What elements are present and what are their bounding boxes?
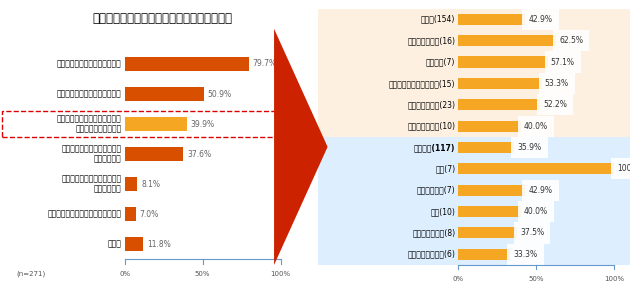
- Text: 52.2%: 52.2%: [543, 100, 567, 109]
- Text: 事業関連サービス(6): 事業関連サービス(6): [408, 250, 455, 259]
- Bar: [125, 57, 249, 71]
- Text: 100%: 100%: [617, 164, 630, 173]
- Text: 79.7%: 79.7%: [253, 60, 277, 69]
- Text: 37.6%: 37.6%: [187, 149, 211, 159]
- Bar: [125, 117, 187, 131]
- Bar: [459, 227, 517, 238]
- Text: 100%: 100%: [271, 271, 290, 277]
- Bar: [459, 78, 542, 89]
- Text: バイ・アメリカン政策の強化
が見込まれる: バイ・アメリカン政策の強化 が見込まれる: [62, 175, 122, 194]
- Text: 鉱業(7): 鉱業(7): [435, 164, 455, 173]
- Bar: [459, 99, 540, 110]
- Text: 57.1%: 57.1%: [551, 58, 575, 67]
- Text: 42.9%: 42.9%: [529, 15, 553, 24]
- Text: 50%: 50%: [529, 276, 544, 283]
- Text: ゴム、プラスチック製品(15): ゴム、プラスチック製品(15): [389, 79, 455, 88]
- Bar: [125, 177, 137, 191]
- Bar: [459, 206, 521, 217]
- Text: 40.0%: 40.0%: [524, 207, 548, 216]
- Text: 100%: 100%: [604, 276, 624, 283]
- Text: 40.0%: 40.0%: [524, 122, 548, 131]
- Bar: [459, 142, 515, 153]
- Text: 食料・飲料品等(10): 食料・飲料品等(10): [408, 122, 455, 131]
- Text: 運輸・倉庫業等(8): 運輸・倉庫業等(8): [412, 228, 455, 237]
- Polygon shape: [274, 29, 328, 265]
- Text: 製造業(154): 製造業(154): [421, 15, 455, 24]
- Text: (n=271): (n=271): [16, 271, 46, 277]
- Text: 非製造業(117): 非製造業(117): [414, 143, 455, 152]
- Text: 労働法制強化によるコスト増
が見込まれる: 労働法制強化によるコスト増 が見込まれる: [62, 144, 122, 164]
- Text: 医療保険費負担増が見込まれる: 医療保険費負担増が見込まれる: [57, 90, 122, 98]
- Text: 7.0%: 7.0%: [139, 210, 159, 219]
- Text: 0%: 0%: [453, 276, 464, 283]
- Bar: [318, 137, 630, 265]
- Bar: [125, 207, 135, 221]
- Bar: [459, 163, 614, 175]
- Text: 35.9%: 35.9%: [518, 143, 542, 152]
- Bar: [1, 111, 311, 137]
- Text: 62.5%: 62.5%: [559, 36, 583, 45]
- Text: 環境・エネルギー規制の強化で
コスト増が見込まれる: 環境・エネルギー規制の強化で コスト増が見込まれる: [57, 114, 122, 134]
- Text: 11.8%: 11.8%: [147, 240, 171, 249]
- Text: 37.5%: 37.5%: [520, 228, 544, 237]
- Bar: [459, 185, 525, 196]
- Text: 化学、医薬品等(23): 化学、医薬品等(23): [408, 100, 455, 109]
- Text: 鉄鋼、非鉄金属(16): 鉄鋼、非鉄金属(16): [408, 36, 455, 45]
- Text: 50.9%: 50.9%: [208, 90, 232, 98]
- Text: 53.3%: 53.3%: [545, 79, 569, 88]
- Text: 工事、建設業(7): 工事、建設業(7): [416, 186, 455, 195]
- Bar: [125, 87, 204, 101]
- Bar: [459, 35, 556, 46]
- Text: その他: その他: [108, 240, 122, 249]
- Bar: [459, 14, 525, 25]
- Text: 保護主義的な通商政策が見込まれる: 保護主義的な通商政策が見込まれる: [48, 210, 122, 219]
- Text: 39.9%: 39.9%: [191, 120, 215, 128]
- Text: 卸業(10): 卸業(10): [430, 207, 455, 216]
- Text: 0%: 0%: [119, 271, 130, 277]
- Bar: [125, 147, 183, 161]
- Bar: [318, 9, 630, 137]
- Text: 精密機器(7): 精密機器(7): [426, 58, 455, 67]
- Bar: [459, 121, 521, 132]
- Text: 50%: 50%: [195, 271, 210, 277]
- Text: 33.3%: 33.3%: [513, 250, 537, 259]
- Text: マイナスの影響を懸念する理由（複数回答）: マイナスの影響を懸念する理由（複数回答）: [92, 12, 232, 24]
- Bar: [125, 237, 143, 251]
- Bar: [459, 56, 547, 68]
- Text: 法人税などの増税が見込まれる: 法人税などの増税が見込まれる: [57, 60, 122, 69]
- Text: 42.9%: 42.9%: [529, 186, 553, 195]
- Bar: [459, 249, 510, 260]
- Text: 8.1%: 8.1%: [141, 180, 160, 189]
